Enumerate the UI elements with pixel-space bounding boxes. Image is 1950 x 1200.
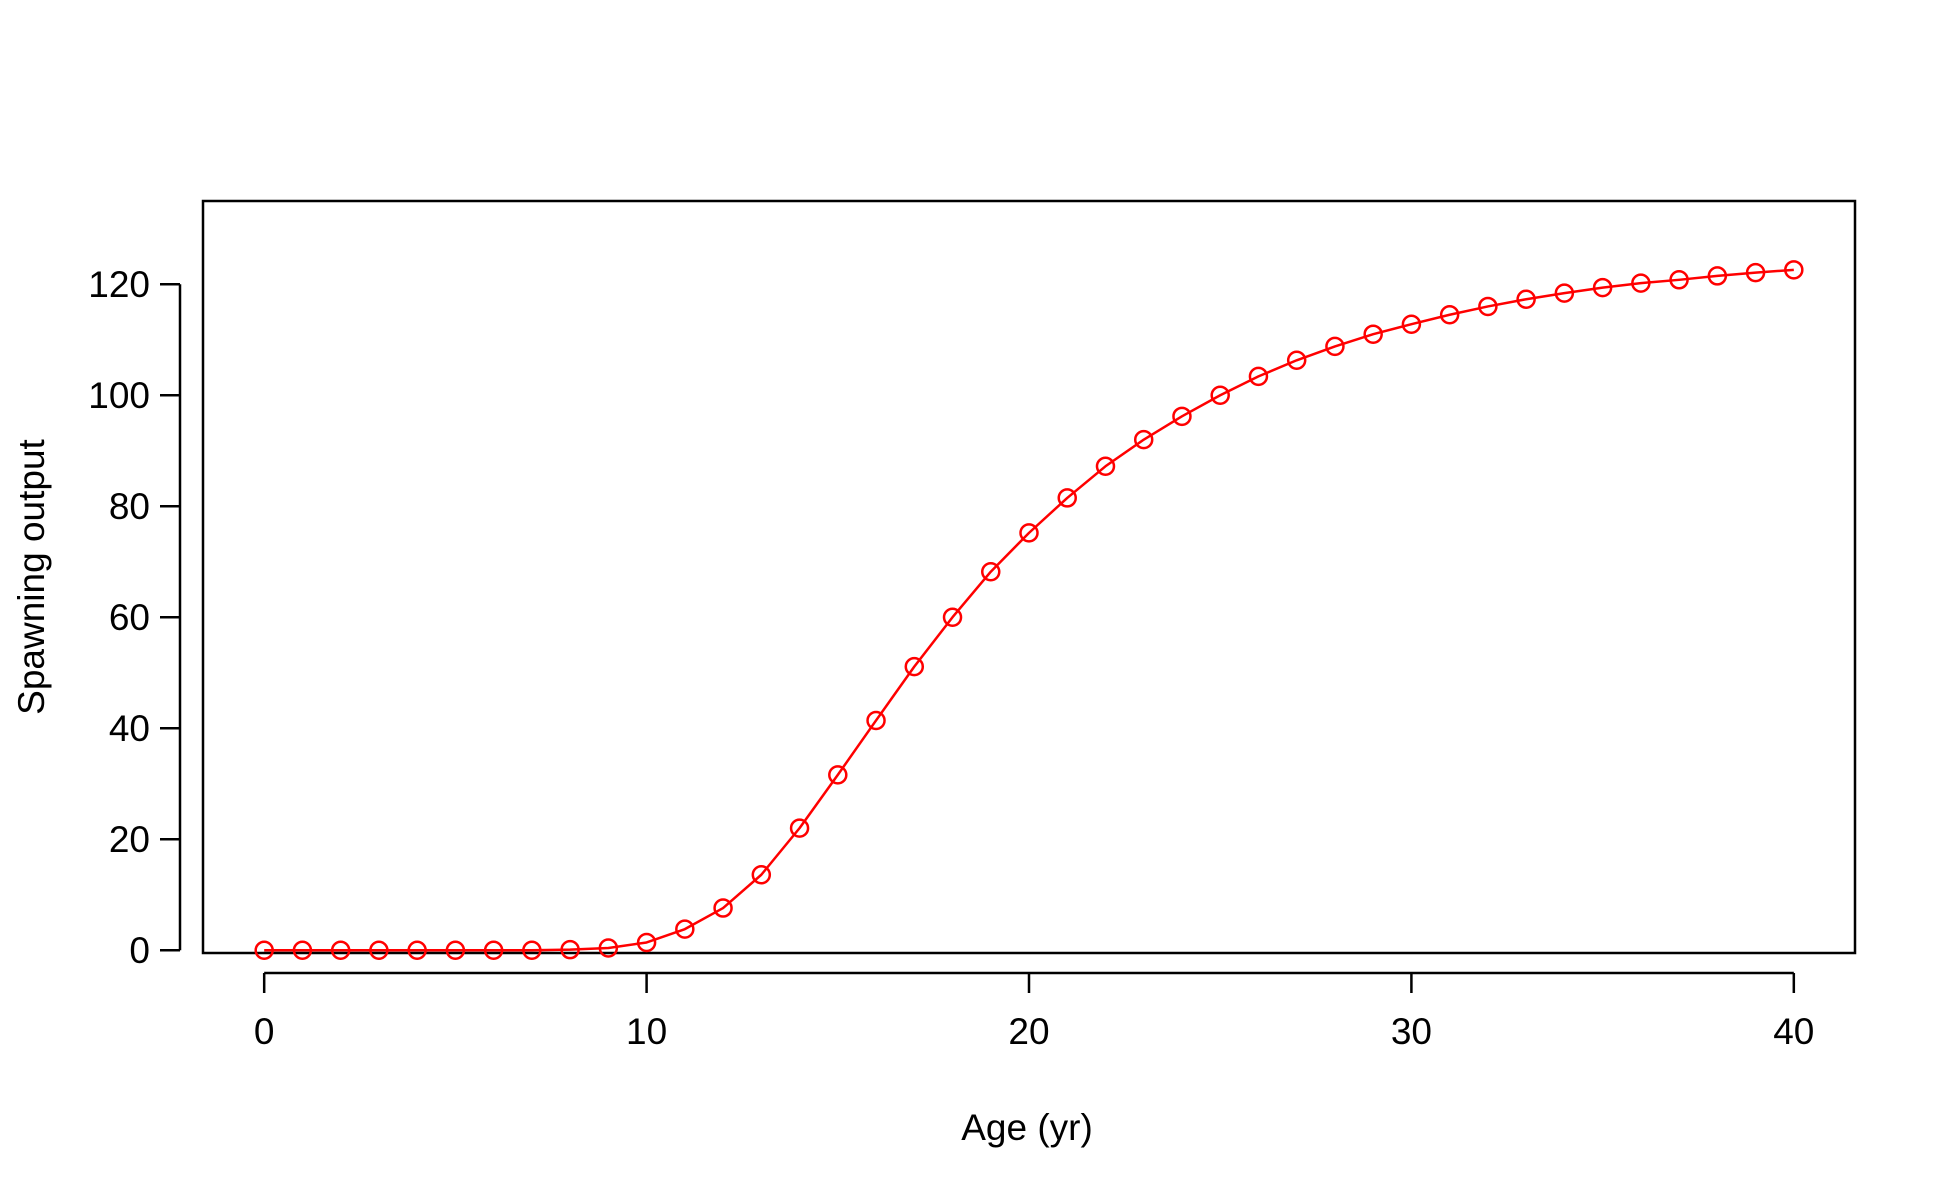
data-point <box>369 940 389 960</box>
y-tick-label: 80 <box>109 486 150 527</box>
data-point <box>1248 366 1269 387</box>
data-point <box>254 940 274 960</box>
data-point <box>522 940 542 960</box>
data-point <box>1019 523 1039 543</box>
y-tick-label: 100 <box>88 375 150 416</box>
data-point <box>1286 350 1307 371</box>
data-point <box>828 765 848 785</box>
data-point <box>942 607 963 627</box>
data-point <box>751 865 772 885</box>
data-point <box>1401 314 1422 334</box>
data-point <box>1745 262 1766 283</box>
data-point <box>904 656 925 677</box>
data-point <box>1631 273 1651 293</box>
data-point <box>330 940 351 960</box>
y-tick-label: 0 <box>129 930 150 971</box>
data-point <box>1554 283 1575 303</box>
series-layer <box>254 260 1804 960</box>
data-point <box>713 898 733 918</box>
x-tick-label: 10 <box>626 1011 667 1052</box>
series-line <box>264 268 1794 952</box>
x-tick-label: 20 <box>1008 1011 1049 1052</box>
x-tick-label: 40 <box>1773 1011 1814 1052</box>
plot-frame <box>201 199 1857 955</box>
data-point <box>981 561 1001 582</box>
data-point <box>1133 429 1154 450</box>
data-point <box>675 919 695 939</box>
data-point <box>866 710 886 731</box>
y-tick-label: 20 <box>109 819 150 860</box>
data-point <box>1057 488 1077 508</box>
data-point <box>560 939 580 960</box>
x-tick-label: 0 <box>254 1011 275 1052</box>
data-point <box>598 938 619 958</box>
data-point <box>1516 289 1536 309</box>
y-axis: 0 20 40 60 80 100 120 <box>88 264 182 971</box>
data-point <box>1172 406 1192 427</box>
x-axis: 0 10 20 30 40 <box>254 971 1814 1052</box>
x-axis-title: Age (yr) <box>961 1107 1093 1148</box>
data-point <box>1478 296 1498 317</box>
data-point <box>1439 305 1460 325</box>
y-tick-label: 40 <box>109 708 150 749</box>
data-point <box>1325 336 1345 357</box>
y-axis-title: Spawning output <box>11 438 52 714</box>
y-tick-label: 60 <box>109 597 150 638</box>
series-group <box>254 260 1804 960</box>
data-point <box>407 940 427 960</box>
data-point <box>789 818 810 838</box>
data-point <box>1210 385 1230 405</box>
data-point <box>483 940 504 960</box>
data-point <box>1363 324 1383 344</box>
y-tick-label: 120 <box>88 264 150 305</box>
data-point <box>1784 260 1804 280</box>
data-point <box>1592 277 1613 298</box>
data-point <box>1707 266 1728 286</box>
x-tick-label: 30 <box>1391 1011 1432 1052</box>
data-point <box>1669 270 1689 290</box>
data-point <box>445 940 466 960</box>
data-point <box>1095 456 1116 477</box>
data-point <box>636 932 657 953</box>
data-point <box>292 940 313 960</box>
